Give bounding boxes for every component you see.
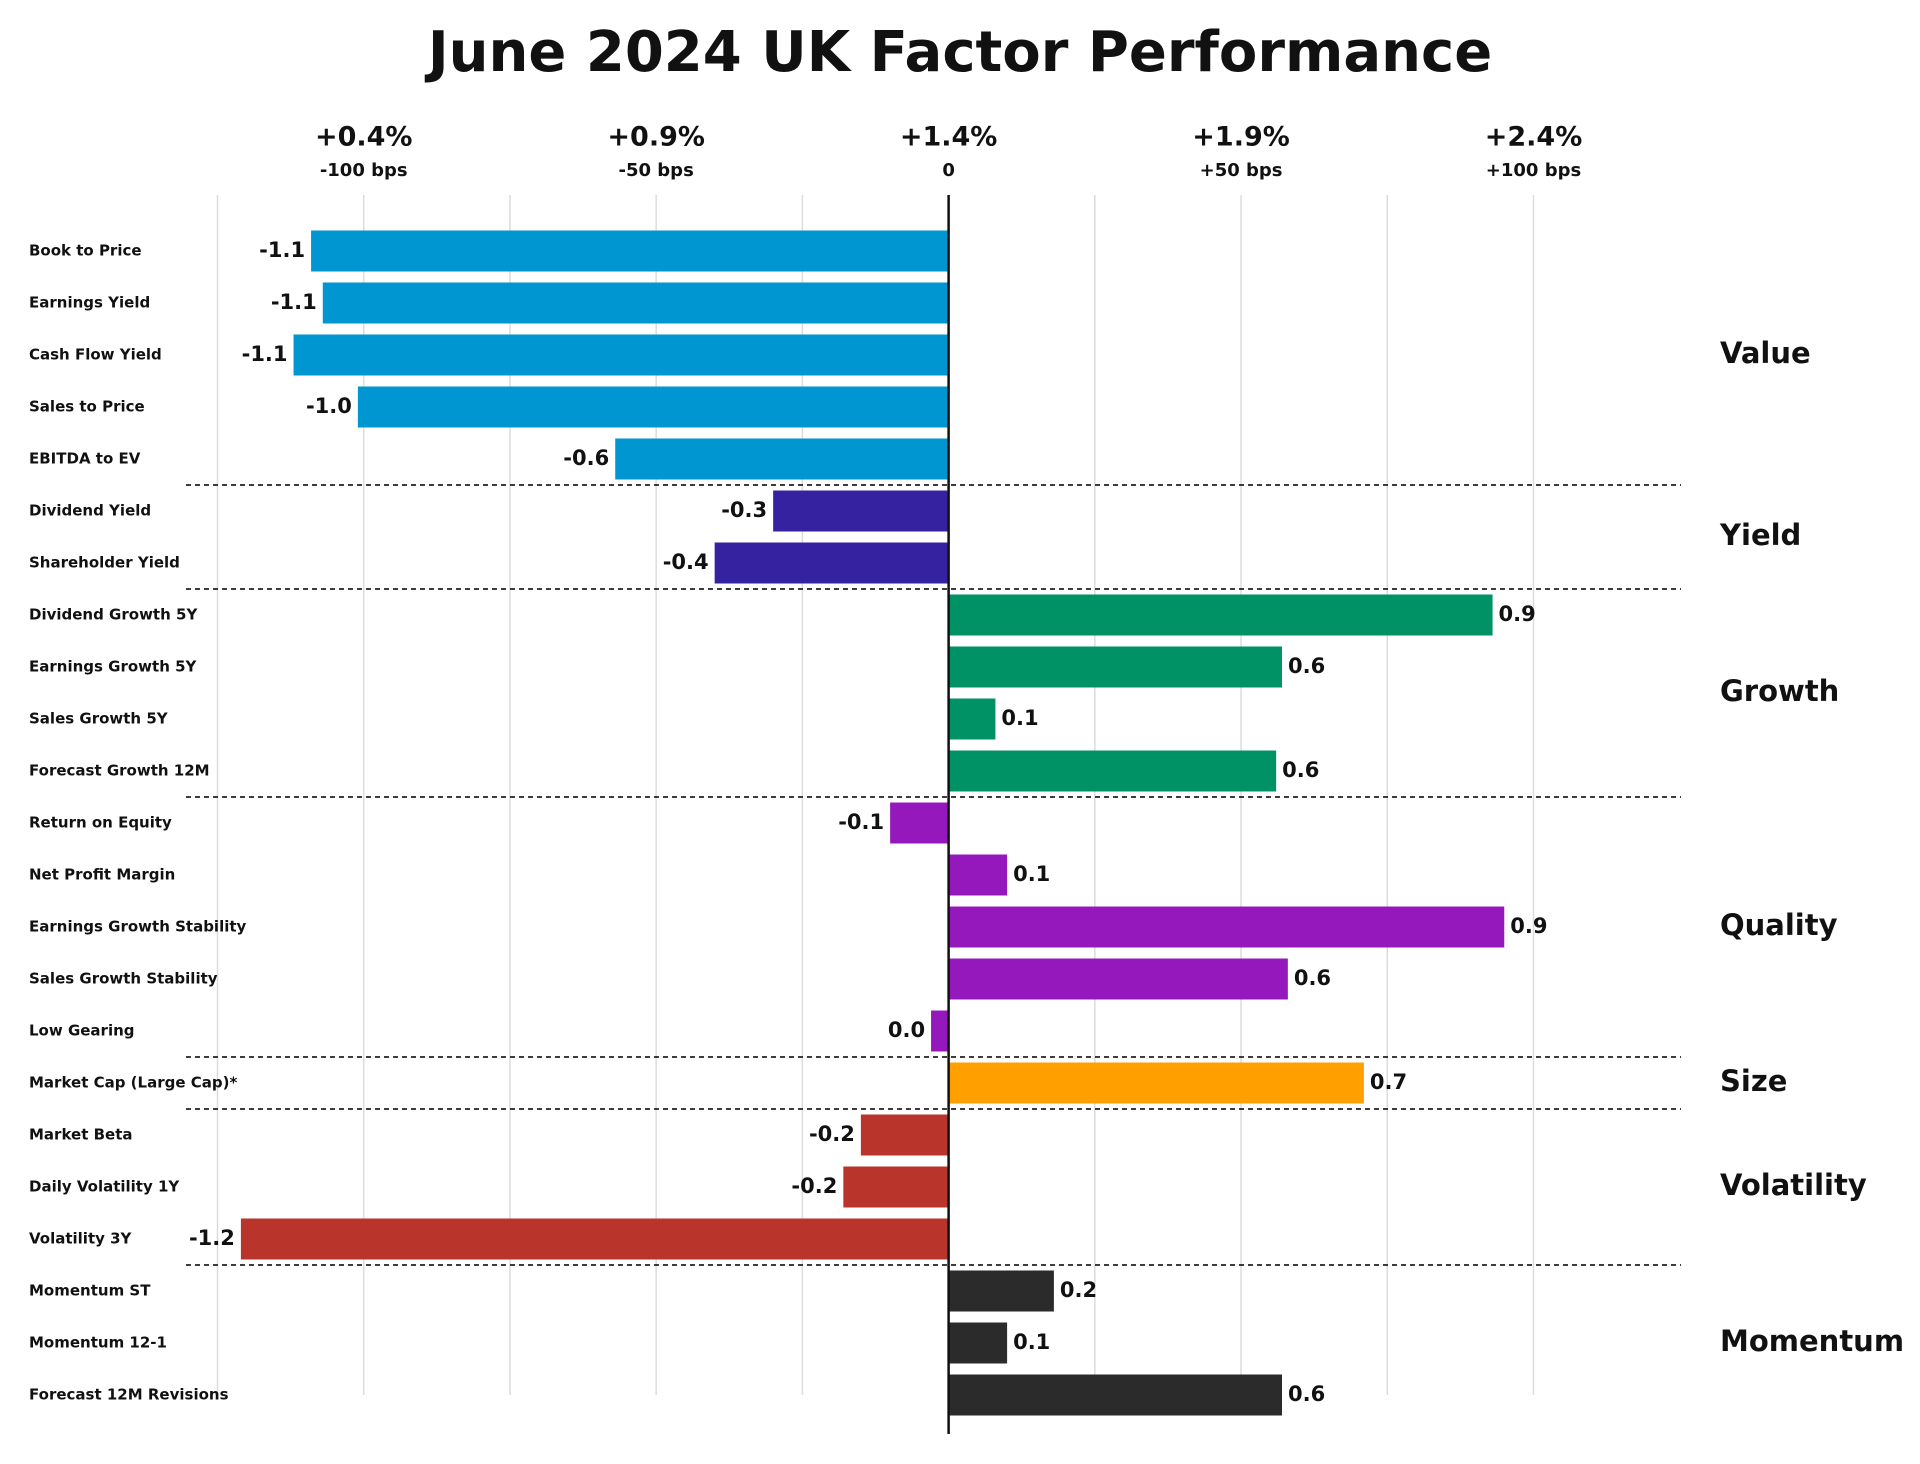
value-label: 0.1 xyxy=(1013,862,1050,886)
bar xyxy=(948,646,1282,688)
x-tick-label: +2.4% xyxy=(1485,122,1583,153)
bar xyxy=(843,1166,949,1208)
bar xyxy=(948,906,1505,948)
x-tick-sublabel: +100 bps xyxy=(1486,160,1581,181)
bar xyxy=(948,750,1277,792)
x-tick-sublabel: 0 xyxy=(942,160,955,181)
value-label: -0.1 xyxy=(838,810,884,834)
category-label: Sales Growth 5Y xyxy=(29,710,169,728)
category-label: Dividend Growth 5Y xyxy=(29,606,198,624)
group-label: Yield xyxy=(1719,518,1801,552)
bar xyxy=(948,854,1008,896)
category-label: Momentum 12-1 xyxy=(29,1334,167,1352)
bar xyxy=(322,282,949,324)
bar xyxy=(948,1062,1364,1104)
value-label: 0.6 xyxy=(1288,654,1325,678)
value-label: -0.2 xyxy=(791,1174,837,1198)
category-label: Sales to Price xyxy=(29,398,145,416)
value-label: -1.0 xyxy=(306,394,352,418)
bar xyxy=(357,386,949,428)
category-label: Low Gearing xyxy=(29,1022,135,1040)
category-label: Volatility 3Y xyxy=(29,1230,133,1248)
value-label: -1.1 xyxy=(259,238,305,262)
bar xyxy=(948,1322,1008,1364)
category-label: Book to Price xyxy=(29,242,142,260)
category-label: Market Beta xyxy=(29,1126,132,1144)
value-label: -0.3 xyxy=(721,498,767,522)
x-tick-sublabel: -50 bps xyxy=(619,160,694,181)
category-label: Daily Volatility 1Y xyxy=(29,1178,180,1196)
group-label: Value xyxy=(1720,336,1811,370)
category-label: Forecast Growth 12M xyxy=(29,762,210,780)
bar xyxy=(948,1374,1282,1416)
value-label: -1.1 xyxy=(242,342,288,366)
value-label: -0.6 xyxy=(563,446,609,470)
bar xyxy=(615,438,949,480)
x-tick-label: +0.4% xyxy=(315,122,413,153)
category-label: Earnings Growth 5Y xyxy=(29,658,198,676)
group-label: Growth xyxy=(1720,674,1839,708)
bar xyxy=(240,1218,949,1260)
bar xyxy=(773,490,949,532)
bar xyxy=(890,802,949,844)
x-tick-sublabel: +50 bps xyxy=(1200,160,1283,181)
value-label: 0.6 xyxy=(1294,966,1331,990)
category-label: EBITDA to EV xyxy=(29,450,141,468)
value-label: 0.7 xyxy=(1370,1070,1407,1094)
value-label: -0.2 xyxy=(809,1122,855,1146)
value-label: 0.2 xyxy=(1060,1278,1097,1302)
category-label: Sales Growth Stability xyxy=(29,970,218,988)
category-label: Forecast 12M Revisions xyxy=(29,1386,229,1404)
category-label: Earnings Growth Stability xyxy=(29,918,247,936)
category-label: Cash Flow Yield xyxy=(29,346,162,364)
bar xyxy=(931,1010,949,1052)
value-label: 0.1 xyxy=(1001,706,1038,730)
value-label: -1.2 xyxy=(189,1226,235,1250)
value-label: 0.9 xyxy=(1510,914,1547,938)
category-label: Net Profit Margin xyxy=(29,866,175,884)
category-label: Momentum ST xyxy=(29,1282,151,1300)
value-label: 0.6 xyxy=(1282,758,1319,782)
bar xyxy=(311,230,949,272)
category-label: Shareholder Yield xyxy=(29,554,180,572)
bar xyxy=(714,542,949,584)
group-label: Momentum xyxy=(1720,1324,1904,1358)
value-label: 0.6 xyxy=(1288,1382,1325,1406)
bar xyxy=(860,1114,949,1156)
chart-title: June 2024 UK Factor Performance xyxy=(424,20,1492,85)
bar xyxy=(293,334,949,376)
value-label: -0.4 xyxy=(663,550,709,574)
x-tick-label: +1.9% xyxy=(1192,122,1290,153)
value-label: 0.0 xyxy=(888,1018,925,1042)
category-label: Market Cap (Large Cap)* xyxy=(29,1074,237,1092)
bar xyxy=(948,698,996,740)
category-label: Earnings Yield xyxy=(29,294,150,312)
group-label: Size xyxy=(1720,1064,1787,1098)
x-tick-label: +0.9% xyxy=(607,122,705,153)
category-label: Dividend Yield xyxy=(29,502,151,520)
value-label: 0.1 xyxy=(1013,1330,1050,1354)
value-label: 0.9 xyxy=(1499,602,1536,626)
category-label: Return on Equity xyxy=(29,814,172,832)
value-label: -1.1 xyxy=(271,290,317,314)
bar xyxy=(948,594,1493,636)
group-label: Volatility xyxy=(1720,1168,1867,1202)
x-tick-sublabel: -100 bps xyxy=(320,160,408,181)
group-label: Quality xyxy=(1720,908,1838,942)
bar xyxy=(948,1270,1054,1312)
bar xyxy=(948,958,1288,1000)
x-tick-label: +1.4% xyxy=(900,122,998,153)
